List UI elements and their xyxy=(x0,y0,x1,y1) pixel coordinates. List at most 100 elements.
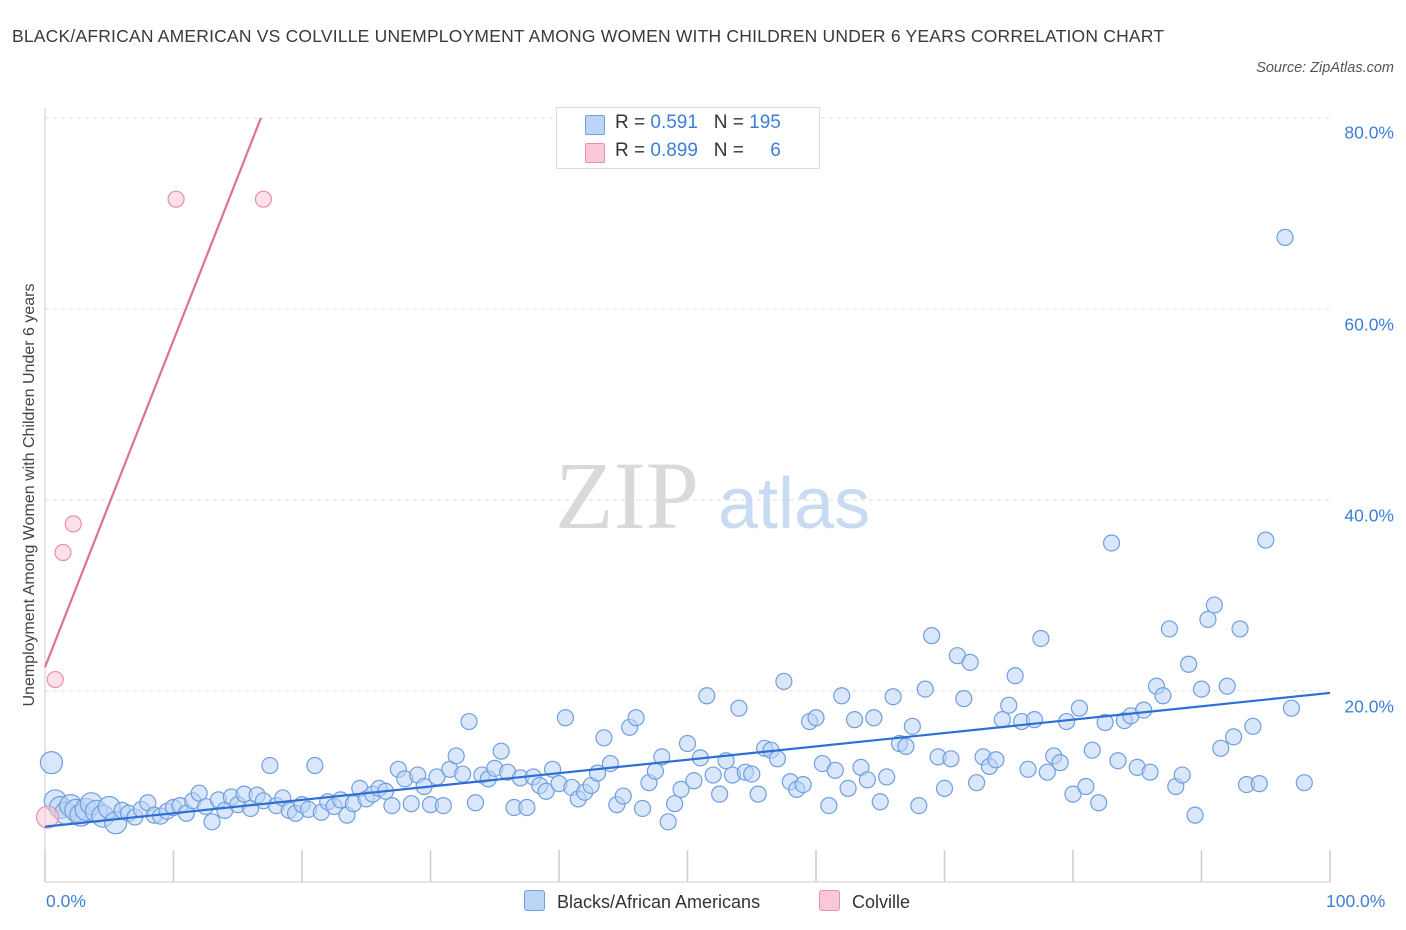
x-tick-label: 100.0% xyxy=(1326,891,1386,911)
data-point xyxy=(858,771,877,789)
legend-text: R = 0.899 N = 6 xyxy=(615,140,781,161)
watermark-atlas: atlas xyxy=(718,464,870,544)
data-point xyxy=(1083,741,1101,759)
data-point xyxy=(627,709,645,727)
data-point xyxy=(884,688,902,706)
data-point xyxy=(1199,610,1217,628)
data-point xyxy=(537,782,555,800)
legend-swatch-pink xyxy=(585,143,605,163)
data-point xyxy=(1109,752,1127,770)
data-point xyxy=(434,796,452,815)
data-point xyxy=(1154,687,1172,705)
data-point xyxy=(993,711,1011,729)
y-tick-label: 80.0% xyxy=(1344,122,1394,143)
data-point xyxy=(935,779,954,798)
data-point xyxy=(653,748,671,766)
data-point xyxy=(1192,680,1211,698)
data-point xyxy=(167,190,185,208)
data-point xyxy=(820,796,838,815)
data-point xyxy=(845,711,864,729)
data-point xyxy=(492,742,510,760)
legend-r-value: 0.591 xyxy=(650,112,698,133)
data-point xyxy=(955,690,973,708)
data-point xyxy=(833,687,851,705)
data-point xyxy=(1282,699,1301,717)
data-point xyxy=(518,798,536,817)
data-point xyxy=(203,813,221,831)
data-point xyxy=(1135,701,1153,719)
legend-swatch-blue xyxy=(524,890,545,911)
legend-n-value: 195 xyxy=(749,112,781,133)
data-point xyxy=(711,785,729,803)
trend-lines xyxy=(43,117,1331,828)
data-point xyxy=(659,813,677,831)
data-point xyxy=(903,717,921,735)
data-point xyxy=(306,756,324,775)
watermark-zip: ZIP xyxy=(555,442,699,549)
bottom-legend-colville: Colville xyxy=(819,890,910,913)
data-point xyxy=(1141,763,1159,781)
data-point xyxy=(595,729,613,747)
data-point xyxy=(1090,794,1108,812)
data-point xyxy=(1160,620,1178,638)
data-point xyxy=(35,805,60,829)
data-point xyxy=(633,799,652,818)
data-point xyxy=(1257,531,1275,549)
data-point xyxy=(666,795,684,813)
data-point xyxy=(1180,655,1198,673)
chart-title: BLACK/AFRICAN AMERICAN VS COLVILLE UNEMP… xyxy=(12,26,1165,46)
legend-r-value: 0.899 xyxy=(650,140,698,161)
trend-line xyxy=(44,691,1331,828)
trend-line xyxy=(43,117,262,668)
data-point xyxy=(1102,534,1121,552)
data-point xyxy=(646,762,664,780)
data-point xyxy=(871,793,889,811)
data-point xyxy=(826,761,844,779)
data-point xyxy=(1032,629,1050,648)
data-point xyxy=(556,709,575,727)
x-tick-label: 0.0% xyxy=(46,891,86,911)
data-point xyxy=(39,751,64,775)
data-point xyxy=(1295,774,1313,792)
data-point xyxy=(968,774,986,792)
y-tick-label: 20.0% xyxy=(1344,696,1394,717)
data-point xyxy=(730,699,748,717)
data-point xyxy=(878,768,896,786)
data-point xyxy=(1096,713,1114,732)
data-point xyxy=(1205,596,1223,614)
data-point xyxy=(916,680,934,698)
data-point xyxy=(1218,677,1236,695)
data-point xyxy=(839,779,857,798)
data-point xyxy=(402,795,420,813)
data-point xyxy=(614,787,632,805)
series-colville-points xyxy=(35,190,273,829)
data-point xyxy=(466,794,485,812)
data-point xyxy=(672,780,690,798)
data-point xyxy=(1038,763,1056,781)
data-point xyxy=(775,672,793,691)
data-point xyxy=(942,750,960,768)
data-point xyxy=(1225,728,1243,746)
data-point xyxy=(897,737,915,755)
legend-n-value: 6 xyxy=(770,140,781,161)
data-point xyxy=(698,687,716,705)
data-point xyxy=(1019,760,1037,778)
data-point xyxy=(685,772,703,790)
data-point xyxy=(1250,775,1268,793)
legend-swatch-blue xyxy=(585,115,605,135)
data-point xyxy=(910,796,928,815)
data-point xyxy=(749,785,767,803)
data-point xyxy=(447,747,465,765)
data-point xyxy=(987,751,1005,769)
y-tick-label: 60.0% xyxy=(1344,314,1394,335)
data-point xyxy=(1051,754,1069,772)
data-point xyxy=(1212,739,1230,757)
data-point xyxy=(1070,699,1089,717)
data-point xyxy=(1064,785,1082,803)
data-point xyxy=(1186,806,1204,824)
data-point xyxy=(678,734,697,753)
data-point xyxy=(807,709,825,727)
legend-swatch-pink xyxy=(819,890,840,911)
legend-text: R = 0.591 N = 195 xyxy=(615,112,781,133)
